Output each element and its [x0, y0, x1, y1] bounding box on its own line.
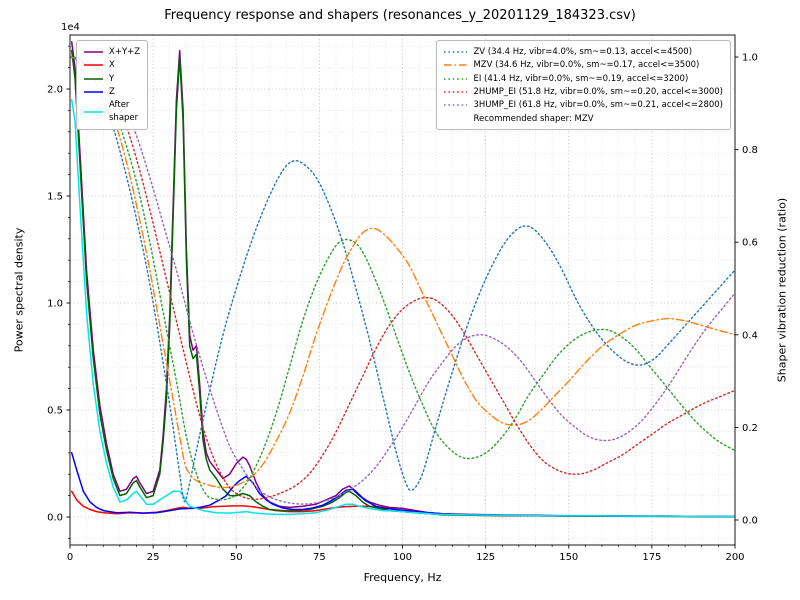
legend-line-sample-y	[84, 77, 103, 80]
legend-line-sample-2hump-ei	[444, 91, 468, 93]
legend-line-sample-ei	[444, 77, 468, 80]
x-tick-label: 50	[230, 552, 243, 563]
legend-label-3hump-ei: 3HUMP_EI (61.8 Hz, vibr=0.0%, sm~=0.21, …	[473, 100, 723, 111]
ticks: 0 25 50 75 100 125 150 175 200 0.0 0.5 1.0 1.5 2.0 0.0…	[47, 45, 758, 563]
left-y-tick-label: 0.0	[47, 513, 63, 524]
legend-label-x-y-z: X+Y+Z	[109, 47, 141, 57]
right-y-axis-label: Shaper vibration reduction (ratio)	[775, 197, 789, 383]
legend-entry-y: Y	[83, 73, 140, 85]
legend-entry-after-shaper: After shaper	[83, 99, 140, 124]
legend-label-zv: ZV (34.4 Hz, vibr=4.0%, sm~=0.13, accel<…	[473, 47, 693, 57]
legend-shapers: ZV (34.4 Hz, vibr=4.0%, sm~=0.13, accel<…	[436, 40, 731, 130]
right-y-tick-label: 1.0	[742, 53, 758, 64]
psd-curves	[70, 41, 735, 518]
legend-label-x: X	[109, 60, 115, 71]
axis-scale-offset-label: 1e4	[61, 22, 80, 33]
x-tick-label: 100	[393, 552, 412, 563]
right-y-tick-label: 0.8	[742, 145, 758, 156]
x-axis-label: Frequency, Hz	[363, 571, 442, 584]
right-y-tick-label: 0.4	[742, 330, 758, 341]
shaper-curve-mzv	[70, 56, 735, 489]
legend-line-sample-z	[84, 91, 103, 93]
left-y-axis-label: Power spectral density	[12, 227, 26, 353]
left-y-tick-label: 0.5	[47, 406, 63, 417]
left-y-tick-label: 1.5	[47, 192, 63, 203]
recommended-shaper-note: Recommended shaper: MZV	[473, 113, 594, 124]
legend-line-sample-mzv	[444, 64, 468, 67]
legend-line-sample-3hump-ei	[444, 104, 468, 107]
x-tick-label: 200	[725, 552, 744, 563]
chart-title: Frequency response and shapers (resonanc…	[164, 8, 636, 23]
legend-label-after-shaper: After shaper	[109, 100, 139, 123]
left-y-tick-label: 1.0	[47, 299, 63, 310]
x-tick-label: 125	[476, 552, 495, 563]
right-y-tick-label: 0.0	[742, 516, 758, 527]
shaper-curve-2hump-ei	[70, 56, 735, 500]
x-tick-label: 25	[147, 552, 160, 563]
shaper-curve-3hump-ei	[70, 56, 735, 505]
x-tick-label: 175	[642, 552, 661, 563]
legend-line-sample-after-shaper	[84, 110, 103, 113]
legend-label-2hump-ei: 2HUMP_EI (51.8 Hz, vibr=0.0%, sm~=0.20, …	[473, 86, 723, 97]
legend-entry-x-y-z: X+Y+Z	[83, 46, 140, 58]
psd-curve-x-y-z	[70, 41, 735, 518]
psd-curve-after-shaper	[70, 98, 735, 518]
legend-entry-3hump-ei: 3HUMP_EI (61.8 Hz, vibr=0.0%, sm~=0.21, …	[443, 99, 723, 111]
legend-entry-2hump-ei: 2HUMP_EI (51.8 Hz, vibr=0.0%, sm~=0.20, …	[443, 86, 723, 98]
x-tick-label: 0	[67, 552, 73, 563]
shaper-curves	[70, 56, 735, 505]
right-y-tick-label: 0.2	[742, 423, 758, 434]
legend-entry-z: Z	[83, 86, 140, 98]
legend-label-y: Y	[109, 73, 115, 84]
legend-entry-x: X	[83, 59, 140, 71]
legend-line-sample-x-y-z	[84, 51, 103, 53]
legend-entry-ei: EI (41.4 Hz, vibr=0.0%, sm~=0.19, accel<…	[443, 73, 723, 85]
legend-line-sample-zv	[444, 51, 468, 53]
legend-label-mzv: MZV (34.6 Hz, vibr=0.0%, sm~=0.17, accel…	[473, 60, 700, 71]
x-tick-label: 150	[559, 552, 578, 563]
legend-psd: X+Y+Z X Y Z After shaper	[76, 40, 149, 130]
legend-label-z: Z	[109, 86, 115, 97]
shaper-curve-zv	[70, 56, 735, 503]
legend-label-ei: EI (41.4 Hz, vibr=0.0%, sm~=0.19, accel<…	[473, 73, 689, 84]
legend-entry-zv: ZV (34.4 Hz, vibr=4.0%, sm~=0.13, accel<…	[443, 46, 723, 58]
x-tick-label: 75	[313, 552, 326, 563]
shaper-curve-ei	[70, 56, 735, 501]
legend-line-sample-x	[84, 64, 103, 67]
left-y-tick-label: 2.0	[47, 85, 63, 96]
right-y-tick-label: 0.6	[742, 238, 758, 249]
legend-entry-mzv: MZV (34.6 Hz, vibr=0.0%, sm~=0.17, accel…	[443, 59, 723, 71]
